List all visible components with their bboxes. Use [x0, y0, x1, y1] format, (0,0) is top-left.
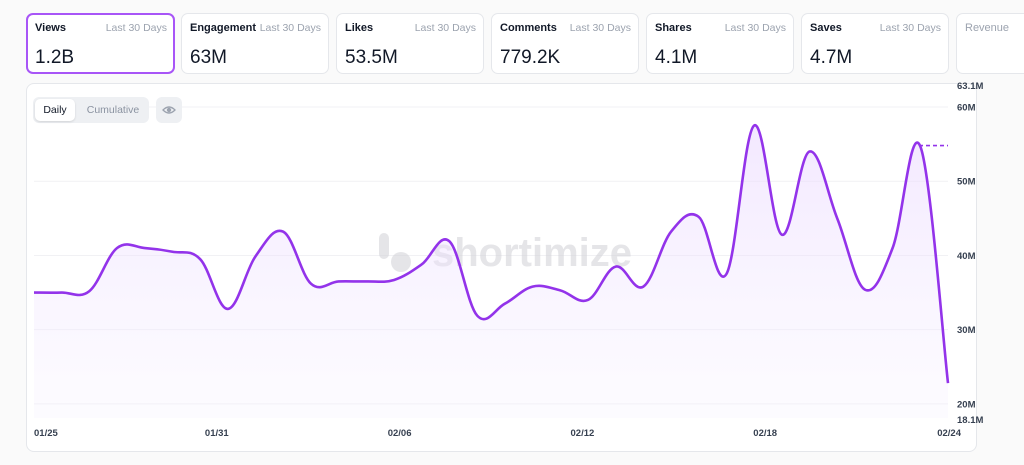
- metric-value: 63M: [190, 47, 227, 68]
- metric-value: 779.2K: [500, 47, 561, 68]
- metric-period: Last 30 Days: [105, 22, 167, 34]
- metric-card-saves[interactable]: Saves Last 30 Days 4.7M: [801, 13, 949, 74]
- metric-name: Revenue: [965, 22, 1010, 34]
- eye-icon: [162, 106, 176, 114]
- y-tick-label: 50M: [957, 177, 976, 188]
- x-tick-label: 02/24: [937, 428, 961, 439]
- x-tick-label: 01/25: [34, 428, 58, 439]
- y-max-label: 63.1M: [957, 81, 983, 92]
- x-tick-label: 02/06: [388, 428, 412, 439]
- views-line: [33, 124, 950, 384]
- x-tick-label: 02/12: [571, 428, 595, 439]
- metric-name: Comments: [500, 22, 557, 34]
- metric-period: Last 30 Days: [724, 22, 786, 34]
- views-area-fill: [34, 125, 948, 419]
- daily-option[interactable]: Daily: [35, 99, 75, 121]
- metric-period: Last 30 Days: [414, 22, 476, 34]
- x-tick-label: 02/18: [753, 428, 777, 439]
- metric-name: Engagement: [190, 22, 257, 34]
- view-mode-toggle: Daily Cumulative: [33, 97, 149, 123]
- watermark-text: shortimize: [432, 231, 632, 275]
- y-tick-label: 20M: [957, 399, 976, 410]
- metric-card-comments[interactable]: Comments Last 30 Days 779.2K: [491, 13, 639, 74]
- metric-card-engagement[interactable]: Engagement Last 30 Days 63M: [181, 13, 329, 74]
- metric-card-revenue[interactable]: Revenue: [956, 13, 1024, 74]
- metric-card-likes[interactable]: Likes Last 30 Days 53.5M: [336, 13, 484, 74]
- y-min-label: 18.1M: [957, 415, 983, 426]
- y-tick-label: 60M: [957, 103, 976, 114]
- metric-name: Shares: [655, 22, 692, 34]
- metric-name: Saves: [810, 22, 842, 34]
- metric-value: 1.2B: [35, 47, 75, 68]
- y-tick-label: 40M: [957, 251, 976, 262]
- metric-period: Last 30 Days: [569, 22, 631, 34]
- metric-name: Views: [35, 22, 66, 34]
- cumulative-option[interactable]: Cumulative: [86, 104, 140, 116]
- watermark-logo-icon: [379, 233, 411, 272]
- metric-value: 4.7M: [810, 47, 853, 68]
- toggle-visibility-button[interactable]: [156, 97, 182, 123]
- metric-card-shares[interactable]: Shares Last 30 Days 4.1M: [646, 13, 794, 74]
- metric-value: 4.1M: [655, 47, 698, 68]
- metric-period: Last 30 Days: [259, 22, 321, 34]
- y-tick-label: 30M: [957, 325, 976, 336]
- metric-name: Likes: [345, 22, 374, 34]
- x-tick-label: 01/31: [205, 428, 229, 439]
- metric-period: Last 30 Days: [879, 22, 941, 34]
- metric-value: 53.5M: [345, 47, 398, 68]
- metric-card-views[interactable]: Views Last 30 Days 1.2B: [26, 13, 175, 74]
